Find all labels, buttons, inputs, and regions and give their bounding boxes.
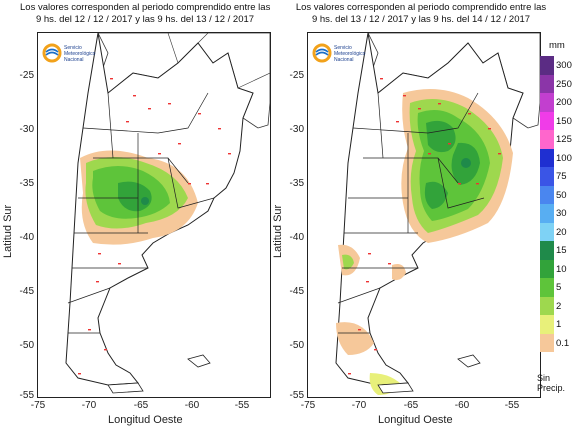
y-tick: -40 [19, 232, 34, 243]
legend-no-precip-line2: Precip. [537, 383, 566, 393]
smn-logo: Servicio Meteorológico Nacional [42, 43, 106, 79]
legend-label: 10 [556, 263, 567, 275]
logo-line3: Nacional [64, 57, 84, 63]
legend-label: 50 [556, 189, 567, 201]
y-tick: -50 [19, 340, 34, 351]
y-tick: -30 [19, 124, 34, 135]
logo-line2: Meteorológico [64, 51, 96, 57]
map-1-title-line1: Los valores corresponden al periodo comp… [20, 2, 271, 13]
legend-label: 250 [556, 78, 572, 90]
map-1-panel: Servicio Meteorológico Nacional [37, 32, 271, 398]
smn-logo-icon [312, 43, 332, 63]
logo-line1: Servicio [334, 45, 352, 51]
legend-swatch [540, 259, 554, 278]
legend-no-precip: Sin Precip. [537, 373, 565, 393]
y-tick: -55 [19, 390, 34, 401]
legend-label: 15 [556, 245, 567, 256]
x-tick: -55 [504, 400, 520, 411]
legend-no-precip-line1: Sin [537, 373, 551, 383]
legend-label: 150 [556, 115, 572, 127]
logo-line3: Nacional [334, 57, 354, 63]
x-tick: -65 [133, 400, 149, 411]
y-tick: -40 [289, 232, 304, 243]
map-2-canvas [335, 33, 540, 395]
y-tick: -35 [289, 178, 304, 189]
legend-label: 75 [556, 171, 567, 182]
legend-swatch [540, 296, 554, 315]
map-2-panel: Servicio Meteorológico Nacional [307, 32, 541, 398]
y-tick: -45 [289, 286, 304, 297]
legend-swatch [540, 241, 554, 260]
legend-swatch [540, 148, 554, 167]
y-tick: -30 [289, 124, 304, 135]
smn-logo-2: Servicio Meteorológico Nacional [312, 43, 376, 79]
legend-label: 30 [556, 208, 567, 219]
map-2-x-axis-label: Longitud Oeste [378, 414, 453, 426]
legend-label: 1 [556, 319, 562, 330]
map-2-title: Los valores corresponden al periodo comp… [290, 2, 552, 26]
legend-swatch [540, 56, 554, 75]
x-tick: -60 [184, 400, 200, 411]
legend-swatch [540, 333, 554, 352]
map-2-station-markers [348, 78, 501, 375]
smn-logo-icon [42, 43, 62, 63]
legend-label: 300 [556, 60, 572, 71]
y-tick: -25 [289, 70, 304, 81]
map-2-title-line2: 9 hs. del 13 / 12 / 2017 y las 9 hs. del… [311, 14, 531, 25]
legend-swatch [540, 74, 554, 93]
legend-swatch [540, 204, 554, 223]
map-1-station-markers [78, 78, 231, 375]
y-tick: -45 [19, 286, 34, 297]
legend-swatch [540, 315, 554, 334]
logo-line1: Servicio [64, 45, 82, 51]
x-tick: -75 [300, 400, 316, 411]
legend-swatch [540, 111, 554, 130]
legend-label: 200 [556, 97, 572, 108]
map-1-y-axis-label: Latitud Sur [2, 204, 14, 258]
map-1-title: Los valores corresponden al periodo comp… [20, 2, 270, 26]
legend-swatch [540, 130, 554, 149]
map-1-title-line2: 9 hs. del 12 / 12 / 2017 y las 9 hs. del… [35, 14, 255, 25]
legend-swatch [540, 278, 554, 297]
legend-swatch [540, 167, 554, 186]
legend-label: 100 [556, 152, 572, 164]
y-tick: -55 [289, 390, 304, 401]
map-1-canvas [65, 33, 270, 394]
x-tick: -75 [30, 400, 46, 411]
legend-swatch [540, 222, 554, 241]
legend-swatch [540, 93, 554, 112]
x-tick: -70 [351, 400, 367, 411]
legend-unit: mm [549, 40, 565, 51]
legend-label: 0.1 [556, 337, 570, 349]
map-1-x-axis-label: Longitud Oeste [108, 414, 183, 426]
y-tick: -25 [19, 70, 34, 81]
legend-label: 2 [556, 300, 562, 312]
logo-line2: Meteorológico [334, 51, 366, 57]
y-tick: -35 [19, 178, 34, 189]
x-tick: -70 [81, 400, 97, 411]
legend-swatch [540, 185, 554, 204]
legend-label: 5 [556, 282, 562, 293]
map-2-title-line1: Los valores corresponden al periodo comp… [295, 2, 547, 13]
y-tick: -50 [289, 340, 304, 351]
x-tick: -60 [454, 400, 470, 411]
map-2-y-axis-label: Latitud Sur [272, 204, 284, 258]
legend-label: 20 [556, 226, 567, 238]
legend-label: 125 [556, 134, 572, 145]
x-tick: -55 [234, 400, 250, 411]
x-tick: -65 [403, 400, 419, 411]
